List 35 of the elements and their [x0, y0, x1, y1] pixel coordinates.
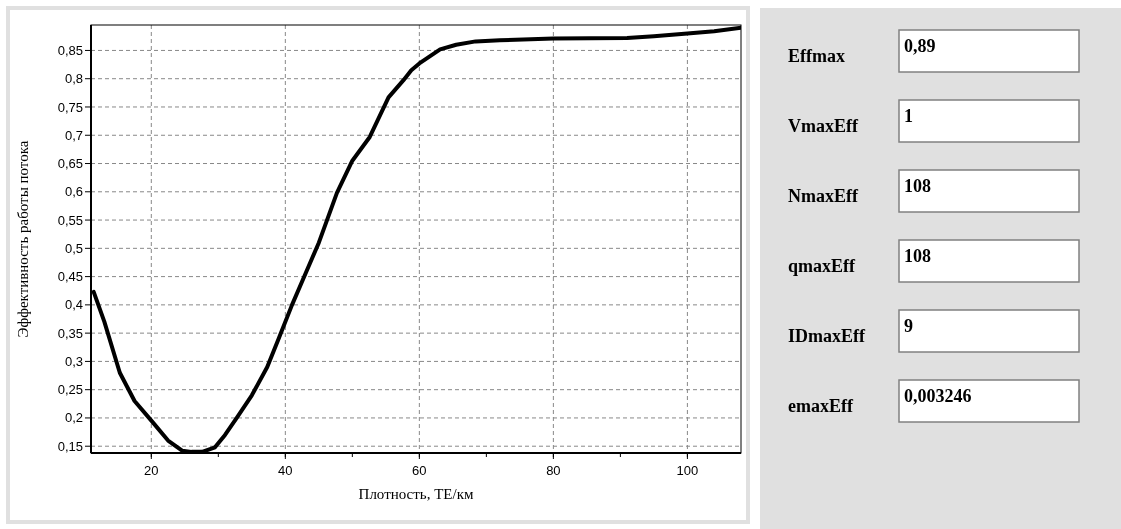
category-label: VmaxEff [788, 116, 859, 136]
category-label: qmaxEff [788, 256, 856, 276]
y-tick-label: 0,75 [57, 99, 83, 115]
category-label: Effmax [788, 46, 845, 66]
y-tick-label: 0,25 [57, 382, 83, 398]
x-tick-label: 100 [676, 463, 699, 478]
y-tick-label: 0,3 [64, 353, 83, 369]
category-label: IDmaxEff [788, 326, 866, 346]
text: 0,003246 [904, 386, 972, 406]
y-tick-label: 0,7 [64, 127, 83, 143]
category-label: NmaxEff [788, 186, 859, 206]
x-tick-label: 20 [144, 463, 159, 478]
y-tick-label: 0,2 [64, 410, 83, 426]
category-label: emaxEff [788, 396, 854, 416]
y-tick-label: 0,85 [57, 42, 83, 58]
x-axis-title: Плотность, ТЕ/км [358, 486, 474, 502]
y-tick-label: 0,6 [64, 184, 83, 200]
text: 108 [904, 246, 931, 266]
text: 1 [904, 106, 913, 126]
text: 0,89 [904, 36, 936, 56]
x-tick-label: 80 [546, 463, 561, 478]
y-tick-label: 0,8 [64, 71, 83, 87]
line-series [91, 25, 741, 453]
text: 108 [904, 176, 931, 196]
y-axis-title: Эффективность работы потока [15, 140, 31, 338]
y-tick-label: 0,5 [64, 240, 83, 256]
x-tick-label: 40 [278, 463, 293, 478]
y-tick-label: 0,45 [57, 269, 83, 285]
y-tick-label: 0,65 [57, 156, 83, 172]
y-tick-label: 0,4 [64, 297, 83, 313]
text: 9 [904, 316, 913, 336]
y-tick-label: 0,15 [57, 438, 83, 454]
y-tick-label: 0,55 [57, 212, 83, 228]
x-tick-label: 60 [412, 463, 427, 478]
y-tick-label: 0,35 [57, 325, 83, 341]
